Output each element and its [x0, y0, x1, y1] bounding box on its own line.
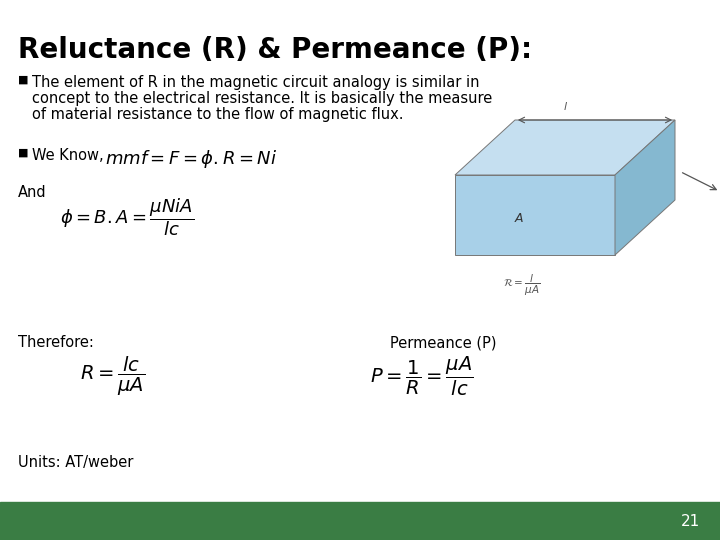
Text: We Know,: We Know,: [32, 148, 104, 163]
Text: Therefore:: Therefore:: [18, 335, 94, 350]
Text: $\phi = B.A = \dfrac{\mu Ni A}{lc}$: $\phi = B.A = \dfrac{\mu Ni A}{lc}$: [60, 196, 194, 238]
Text: of material resistance to the flow of magnetic flux.: of material resistance to the flow of ma…: [32, 107, 403, 122]
Text: concept to the electrical resistance. It is basically the measure: concept to the electrical resistance. It…: [32, 91, 492, 106]
Text: And: And: [18, 185, 47, 200]
Polygon shape: [455, 175, 615, 255]
Text: Permeance (P): Permeance (P): [390, 335, 497, 350]
Polygon shape: [615, 120, 675, 255]
Polygon shape: [455, 120, 675, 175]
Text: $P = \dfrac{1}{R} = \dfrac{\mu A}{lc}$: $P = \dfrac{1}{R} = \dfrac{\mu A}{lc}$: [370, 355, 473, 398]
Text: ■: ■: [18, 75, 29, 85]
Text: Units: AT/weber: Units: AT/weber: [18, 455, 133, 470]
Text: 21: 21: [680, 514, 700, 529]
Bar: [0, 502, 720, 540]
Text: l: l: [564, 102, 567, 112]
Text: ■: ■: [18, 148, 29, 158]
Text: $mmf = F = \phi.R = Ni$: $mmf = F = \phi.R = Ni$: [105, 148, 277, 170]
Text: Reluctance (R) & Permeance (P):: Reluctance (R) & Permeance (P):: [18, 36, 532, 64]
Text: $\mathcal{R} = \dfrac{l}{\mu A}$: $\mathcal{R} = \dfrac{l}{\mu A}$: [503, 273, 540, 298]
Text: A: A: [515, 213, 523, 226]
Text: The element of R in the magnetic circuit analogy is similar in: The element of R in the magnetic circuit…: [32, 75, 480, 90]
Text: $R = \dfrac{lc}{\mu A}$: $R = \dfrac{lc}{\mu A}$: [80, 355, 145, 398]
